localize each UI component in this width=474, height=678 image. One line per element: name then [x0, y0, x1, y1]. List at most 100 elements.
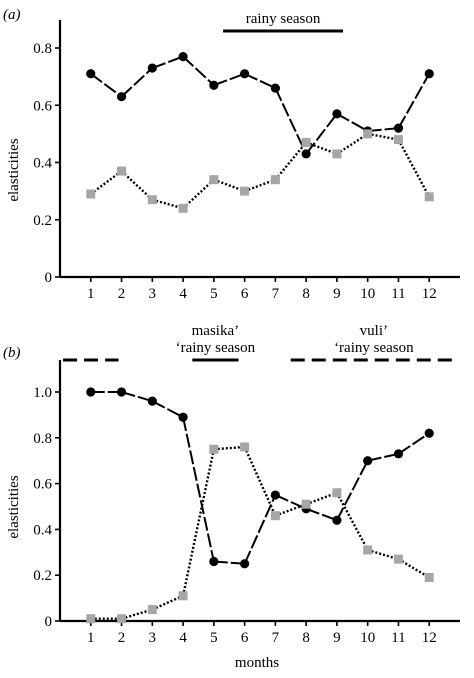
- panel-b-series-1-point: [393, 449, 404, 459]
- panel-a-series-2-segment: [367, 132, 399, 141]
- panel-b-series-2-segment: [397, 558, 430, 579]
- panel-b-series-1-point: [178, 412, 188, 422]
- panel-a-series-2-point: [147, 195, 157, 205]
- panel-b-season-label: vuli’: [360, 323, 388, 339]
- panel-a-series-1-point: [147, 63, 157, 73]
- panel-a-series-1-point: [301, 149, 311, 159]
- panel-a-series-1-segment: [274, 87, 308, 155]
- panel-a-series-1-segment: [151, 55, 184, 69]
- panel-b-series-2-segment: [151, 594, 184, 611]
- panel-b-series-2-segment: [335, 492, 369, 551]
- panel-a-series-2-segment: [182, 178, 215, 210]
- panel-a-xtick-label: 1: [87, 286, 95, 302]
- panel-b-ytick-label: 0.2: [33, 568, 52, 584]
- panel-b-xtick-label: 7: [272, 630, 280, 646]
- panel-a-ytick-label: 0.6: [33, 98, 52, 114]
- panel-b-series-1-segment: [243, 494, 277, 565]
- panel-b-season-label: ‘rainy season: [176, 340, 256, 356]
- panel-a-series-2-segment: [151, 198, 184, 210]
- panel-b-xtick-label: 9: [333, 630, 341, 646]
- panel-a-series-2-point: [117, 166, 127, 176]
- panel-b-series-1-segment: [213, 560, 245, 565]
- panel-b-series-2-segment: [243, 446, 277, 517]
- panel-a-series-2-point: [270, 175, 280, 185]
- panel-a-series-1-segment: [120, 67, 153, 98]
- panel-b-series-1-point: [147, 396, 157, 406]
- panel-b-series-2-point: [209, 444, 219, 454]
- panel-b-series-1-segment: [397, 432, 430, 455]
- panel-a-series-1-segment: [90, 72, 123, 98]
- panel-a-series-2-point: [332, 149, 342, 159]
- panel-b-series-2-point: [363, 545, 373, 555]
- panel-a-series-1-point: [178, 51, 188, 62]
- panel-b-series-2-point: [270, 511, 280, 521]
- panel-a-series-1-segment: [182, 55, 215, 86]
- panel-a-xtick-label: 10: [360, 286, 375, 302]
- panel-a-xtick-label: 11: [391, 286, 405, 302]
- panel-b-series-1-point: [270, 490, 280, 500]
- panel-b-xtick-label: 11: [391, 630, 405, 646]
- panel-b-ytick-label: 0.6: [33, 477, 52, 493]
- panel-b-series-1-point: [332, 515, 342, 525]
- panel-b-xtick-label: 4: [179, 630, 187, 646]
- panel-b-xtick-label: 6: [241, 630, 249, 646]
- panel-b-series-2-segment: [274, 503, 307, 517]
- panel-b-series-2-segment: [213, 445, 245, 451]
- panel-a-series-2-segment: [397, 139, 431, 198]
- panel-a-ytick-label: 0.4: [33, 156, 52, 172]
- panel-a-series-1-segment: [213, 72, 245, 87]
- panel-b-xtick-label: 1: [87, 630, 95, 646]
- panel-b-xlabel: months: [235, 655, 279, 671]
- panel-a-series-2-segment: [90, 170, 123, 195]
- panel-a-xtick-label: 6: [241, 286, 249, 302]
- panel-a-series-1-segment: [367, 127, 399, 133]
- panel-a-series-2-point: [86, 189, 96, 199]
- panel-b-series-2-segment: [305, 491, 338, 506]
- panel-a-ylabel: elasticities: [6, 138, 22, 201]
- panel-a-series-1-point: [424, 69, 434, 79]
- panel-b-ytick-label: 1.0: [33, 385, 52, 401]
- panel-a-series-1-point: [240, 69, 250, 79]
- panel-a-ytick-label: 0.8: [33, 41, 52, 57]
- panel-a-series-2-point: [240, 186, 250, 196]
- panel-b-series-2-segment: [121, 608, 153, 620]
- panel-a-series-2-point: [301, 137, 311, 147]
- panel-a-series-1-point: [86, 69, 96, 79]
- panel-b-label: (b): [3, 345, 21, 361]
- panel-b-series-1-point: [209, 556, 219, 567]
- panel-a-series-2-point: [178, 203, 188, 213]
- panel-b-series-1-segment: [121, 391, 153, 403]
- panel-a-series-1-point: [270, 83, 280, 93]
- panel-a-xtick-label: 7: [272, 286, 280, 302]
- panel-a-xtick-label: 12: [422, 286, 437, 302]
- panel-a-series-1-point: [393, 123, 404, 133]
- panel-b-ytick-label: 0: [45, 614, 53, 630]
- panel-b-ytick-label: 0.4: [33, 522, 52, 538]
- panel-a-series-1-segment: [397, 73, 431, 129]
- panel-a-series-1-point: [332, 109, 342, 119]
- panel-a-series-2-point: [209, 175, 219, 185]
- panel-a-series-2-segment: [274, 141, 308, 181]
- panel-a-series-1-segment: [305, 113, 338, 155]
- panel-b-series-1-point: [363, 456, 373, 466]
- panel-a-series-2-segment: [336, 132, 369, 155]
- panel-b-xtick-label: 2: [118, 630, 126, 646]
- panel-a-xtick-label: 5: [210, 286, 218, 302]
- panel-b-series-2-segment: [181, 449, 216, 597]
- panel-b-series-2-point: [117, 614, 127, 624]
- panel-b-series-1-point: [116, 387, 127, 397]
- panel-b-series-1-segment: [336, 460, 369, 521]
- panel-a-series-1-segment: [244, 72, 276, 89]
- panel-a: (a) elasticities 00.20.40.60.81 2 3 4 5 6 7 8 9 1…: [3, 7, 460, 302]
- panel-b-series-2-point: [301, 499, 311, 509]
- panel-a-label: (a): [3, 7, 21, 23]
- panel-b-xtick-label: 8: [302, 630, 310, 646]
- panel-b-series-1-segment: [367, 452, 399, 462]
- panel-b-series-1-segment: [182, 416, 215, 562]
- panel-a-season-label: rainy season: [246, 11, 321, 27]
- panel-a-xtick-label: 2: [118, 286, 126, 302]
- panel-a-series-1-segment: [336, 112, 369, 132]
- panel-b-plot-area: 00.20.40.60.81.01 2 3 4 5 6 7 8 9 10 11 12masika’‘r…: [33, 323, 460, 646]
- panel-a-series-2-point: [363, 129, 373, 139]
